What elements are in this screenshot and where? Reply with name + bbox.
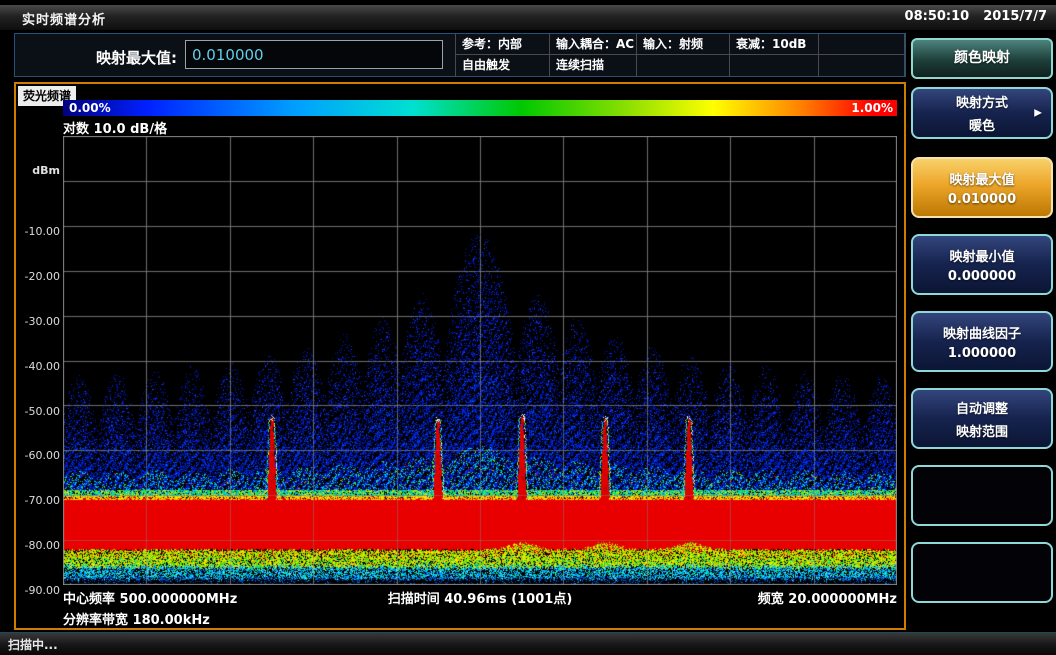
spectrum-canvas[interactable] (63, 136, 897, 585)
colorbar-max-label: 1.00% (851, 101, 893, 115)
softkey-sidebar: 颜色映射 映射方式暖色▶映射最大值0.010000映射最小值0.000000映射… (910, 33, 1056, 632)
y-axis-label: -60.00 (18, 449, 60, 462)
plot-area[interactable] (63, 136, 897, 585)
softkey-map-max[interactable]: 映射最大值 0.010000 (911, 157, 1053, 218)
y-axis-unit: dBm (18, 164, 60, 177)
spectrum-window: 荧光频谱 0.00% 1.00% 对数 10.0 dB/格 dBm -10.00… (14, 82, 906, 630)
density-colorbar: 0.00% 1.00% (63, 100, 897, 116)
param-value-input[interactable] (185, 40, 443, 69)
y-axis: dBm -10.00 -20.00 -30.00 -40.00 -50.00 -60.00… (18, 136, 60, 585)
softkey-map-min[interactable]: 映射最小值 0.000000 (911, 234, 1053, 295)
status-cell-1-1: 连续扫描 (550, 55, 637, 76)
softkey-label-line2: 暖色 (969, 115, 995, 134)
clock-time: 08:50:10 (905, 9, 970, 24)
softkey-label-line1: 映射最小值 (949, 246, 1014, 265)
status-cell-1-2 (637, 55, 730, 76)
parameter-bar: 映射最大值: 参考：内部输入耦合：AC输入：射频衰减：10dB 自由触发连续扫描 (14, 33, 906, 77)
sidebar-menu-title: 颜色映射 (911, 38, 1053, 79)
amplitude-scale-label: 对数 10.0 dB/格 (63, 118, 167, 137)
colorbar-min-label: 0.00% (69, 101, 111, 115)
title-bar: 实时频谱分析 08:50:10 2015/7/7 (0, 5, 1056, 31)
softkey-map-mode[interactable]: 映射方式暖色 ▶ (911, 87, 1053, 139)
y-axis-label: -70.00 (18, 494, 60, 507)
status-cell-0-0: 参考：内部 (456, 34, 550, 55)
window-title: 实时频谱分析 (22, 9, 106, 28)
softkey-label-line2: 0.000000 (948, 269, 1016, 284)
y-axis-label: -90.00 (18, 584, 60, 597)
status-cell-1-3 (730, 55, 819, 76)
status-cell-0-2: 输入：射频 (637, 34, 730, 55)
y-axis-label: -40.00 (18, 360, 60, 373)
status-bar: 扫描中... (0, 632, 1056, 655)
softkey-auto-adjust-range[interactable]: 自动调整映射范围 (911, 388, 1053, 449)
status-cell-1-0: 自由触发 (456, 55, 550, 76)
status-cell-1-4 (819, 55, 905, 76)
status-cell-0-1: 输入耦合：AC (550, 34, 637, 55)
softkey-label-line2: 1.000000 (948, 346, 1016, 361)
y-axis-label: -20.00 (18, 270, 60, 283)
status-table: 参考：内部输入耦合：AC输入：射频衰减：10dB 自由触发连续扫描 (455, 34, 905, 76)
softkey-empty-1[interactable] (911, 465, 1053, 526)
clock: 08:50:10 2015/7/7 (905, 9, 1047, 24)
softkey-label-line2: 映射范围 (956, 421, 1008, 440)
softkey-label-line1: 映射曲线因子 (943, 323, 1021, 342)
softkey-label-line2: 0.010000 (948, 192, 1016, 207)
submenu-arrow-icon: ▶ (1034, 108, 1042, 119)
y-axis-label: -80.00 (18, 539, 60, 552)
status-message: 扫描中... (8, 636, 58, 653)
status-cell-0-3: 衰减：10dB (730, 34, 819, 55)
clock-date: 2015/7/7 (983, 9, 1047, 24)
softkey-label-line1: 映射最大值 (949, 169, 1014, 188)
softkey-map-curve-factor[interactable]: 映射曲线因子 1.000000 (911, 311, 1053, 372)
y-axis-label: -30.00 (18, 315, 60, 328)
param-label: 映射最大值: (15, 47, 177, 68)
softkey-label-line1: 自动调整 (956, 398, 1008, 417)
y-axis-label: -10.00 (18, 225, 60, 238)
footer-rbw: 分辨率带宽 180.00kHz (63, 609, 897, 628)
footer-span: 频宽 20.000000MHz (63, 588, 897, 607)
softkey-empty-2[interactable] (911, 542, 1053, 603)
softkey-label-line1: 映射方式 (956, 92, 1008, 111)
status-cell-0-4 (819, 34, 905, 55)
y-axis-label: -50.00 (18, 405, 60, 418)
